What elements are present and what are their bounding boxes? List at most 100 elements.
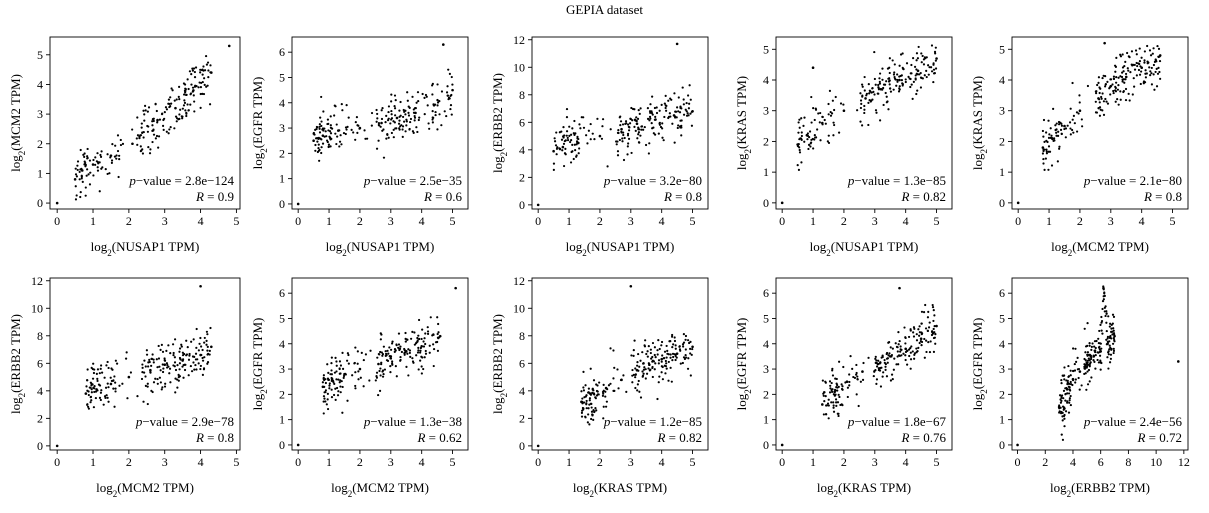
data-point — [1053, 139, 1056, 142]
data-point — [1100, 321, 1103, 324]
y-tick-label: 1 — [279, 413, 285, 427]
data-point — [584, 384, 587, 387]
data-point — [189, 92, 193, 95]
data-point — [87, 407, 90, 410]
x-tick-label: 2 — [357, 214, 363, 228]
data-point — [635, 119, 638, 123]
data-point — [653, 106, 657, 110]
x-axis-label: log2(NUSAP1 TPM) — [326, 239, 435, 258]
data-point — [195, 368, 198, 371]
x-tick-label: 5 — [934, 214, 940, 228]
data-point — [918, 325, 921, 328]
data-point — [174, 391, 177, 394]
data-point — [106, 360, 109, 364]
data-point — [840, 383, 843, 386]
data-point — [1064, 410, 1068, 413]
data-point — [142, 136, 145, 139]
data-point — [386, 119, 390, 122]
data-point — [909, 328, 912, 331]
data-point — [649, 103, 652, 106]
data-point — [1095, 92, 1098, 95]
data-point — [571, 143, 574, 146]
data-point — [868, 98, 871, 102]
plot-frame — [291, 277, 469, 451]
data-point — [1045, 148, 1048, 151]
data-point — [1060, 394, 1064, 397]
data-point — [839, 102, 843, 105]
data-point — [657, 359, 661, 362]
data-point — [426, 330, 430, 333]
data-point — [860, 83, 864, 86]
x-tick-label: 4 — [659, 214, 665, 228]
r-annotation: R = 0.8 — [1143, 189, 1182, 204]
data-point — [690, 110, 693, 113]
data-point — [449, 107, 452, 111]
y-tick-label: 2 — [999, 387, 1005, 401]
data-point — [1055, 131, 1058, 134]
data-point — [100, 364, 103, 367]
data-point — [564, 147, 567, 150]
x-tick-label: 3 — [872, 455, 878, 469]
data-point — [1049, 136, 1052, 139]
data-point — [1075, 111, 1079, 114]
data-point — [1100, 95, 1103, 99]
data-point — [846, 395, 849, 399]
y-tick-label: 2 — [999, 134, 1005, 148]
data-point — [863, 89, 866, 92]
data-point — [1124, 87, 1128, 91]
data-point — [1083, 357, 1086, 361]
data-point — [918, 331, 921, 334]
data-point — [579, 127, 582, 130]
data-point — [436, 83, 439, 86]
data-point — [405, 118, 408, 121]
data-point — [1052, 107, 1055, 110]
data-point — [449, 104, 453, 107]
data-point — [1104, 305, 1107, 308]
x-tick-label: 8 — [1125, 455, 1131, 469]
y-tick-label: 10 — [31, 301, 43, 315]
data-point — [644, 143, 648, 147]
data-point — [184, 109, 187, 112]
data-point — [863, 104, 866, 108]
data-point — [580, 411, 584, 414]
data-point — [175, 98, 178, 101]
data-point — [335, 370, 338, 373]
data-point — [96, 379, 99, 383]
data-point — [893, 63, 896, 66]
data-point — [1091, 342, 1094, 345]
data-point — [1112, 77, 1116, 81]
data-point — [651, 113, 654, 116]
data-point — [807, 147, 810, 151]
data-point — [871, 98, 874, 101]
data-point — [425, 95, 428, 98]
data-point — [167, 344, 170, 347]
data-point — [152, 128, 155, 131]
y-tick-label: 6 — [519, 115, 525, 129]
data-point — [1103, 41, 1106, 45]
data-point — [555, 131, 558, 134]
data-point — [313, 133, 316, 136]
data-point — [555, 153, 558, 156]
data-point — [654, 362, 657, 365]
data-point — [586, 421, 589, 424]
data-point — [570, 150, 573, 154]
data-point — [1057, 134, 1060, 137]
data-point — [143, 113, 146, 116]
data-point — [93, 390, 96, 394]
data-point — [422, 340, 425, 343]
data-point — [884, 368, 887, 371]
data-point — [592, 379, 596, 382]
data-point — [909, 347, 912, 350]
data-point — [184, 87, 187, 90]
data-point — [861, 95, 864, 98]
x-tick-label: 0 — [1015, 455, 1021, 469]
data-point — [1098, 101, 1101, 104]
data-point — [377, 362, 380, 366]
data-point — [895, 363, 898, 366]
data-point — [675, 356, 678, 359]
data-point — [143, 371, 146, 374]
data-point — [899, 74, 902, 78]
data-point — [898, 87, 901, 90]
plot-frame — [1011, 277, 1189, 451]
